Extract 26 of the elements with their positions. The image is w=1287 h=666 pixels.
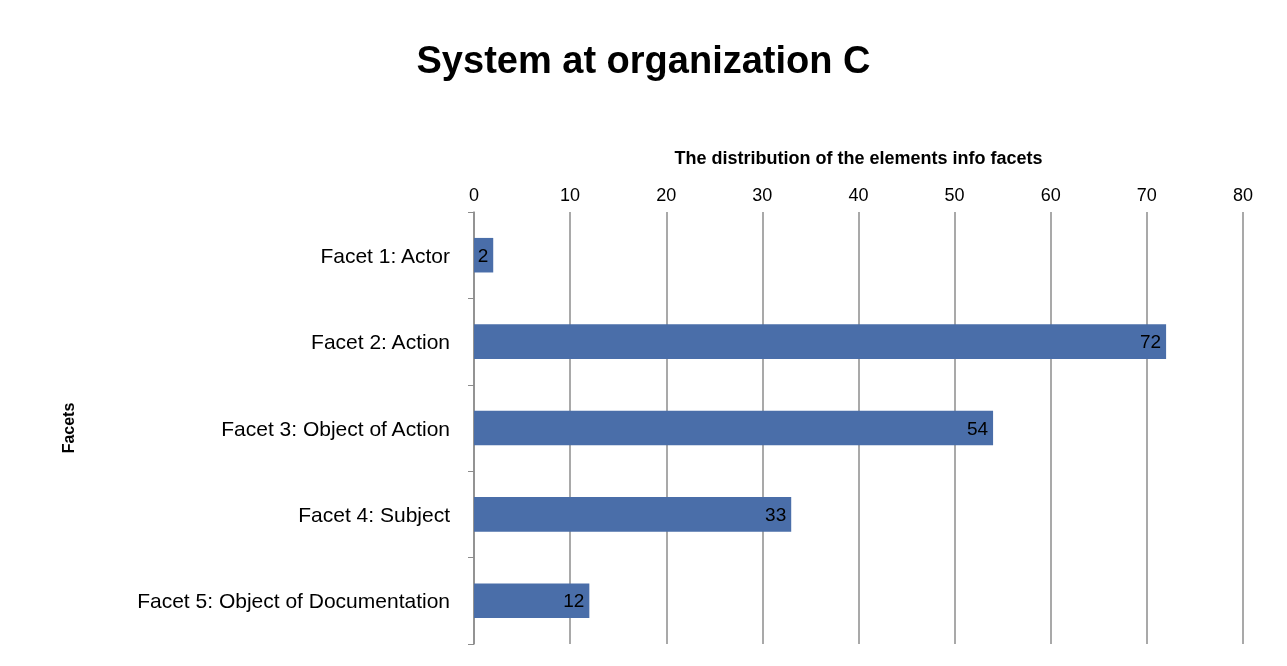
x-tick-label: 20 bbox=[656, 185, 677, 205]
x-tick-label: 80 bbox=[1232, 185, 1254, 205]
bar bbox=[474, 497, 792, 532]
y-tick-label: Facet 5: Object of Documentation bbox=[137, 589, 450, 613]
x-tick-label: 50 bbox=[944, 185, 965, 205]
y-tick-label: Facet 2: Action bbox=[311, 330, 450, 354]
x-tick-label: 60 bbox=[1040, 185, 1061, 205]
bar bbox=[474, 583, 590, 619]
y-tick-label: Facet 4: Subject bbox=[298, 502, 451, 526]
data-label: 12 bbox=[563, 590, 585, 612]
data-label: 54 bbox=[966, 417, 989, 439]
bar bbox=[474, 410, 994, 446]
data-label: 2 bbox=[477, 244, 489, 266]
x-tick-label: 30 bbox=[752, 185, 773, 205]
bar bbox=[474, 324, 1167, 359]
x-tick-label: 10 bbox=[560, 185, 581, 205]
y-tick-label: Facet 1: Actor bbox=[320, 243, 450, 267]
y-tick-label: Facet 3: Object of Action bbox=[221, 416, 450, 440]
x-tick-label: 0 bbox=[468, 185, 480, 205]
x-axis-title: The distribution of the elements info facets bbox=[674, 148, 1043, 168]
data-label: 33 bbox=[765, 503, 787, 525]
y-axis-title: Facets bbox=[59, 402, 77, 454]
x-tick-label: 40 bbox=[848, 185, 869, 205]
x-tick-label: 70 bbox=[1136, 185, 1157, 205]
chart-title: System at organization C bbox=[416, 39, 871, 81]
data-label: 72 bbox=[1139, 331, 1162, 353]
